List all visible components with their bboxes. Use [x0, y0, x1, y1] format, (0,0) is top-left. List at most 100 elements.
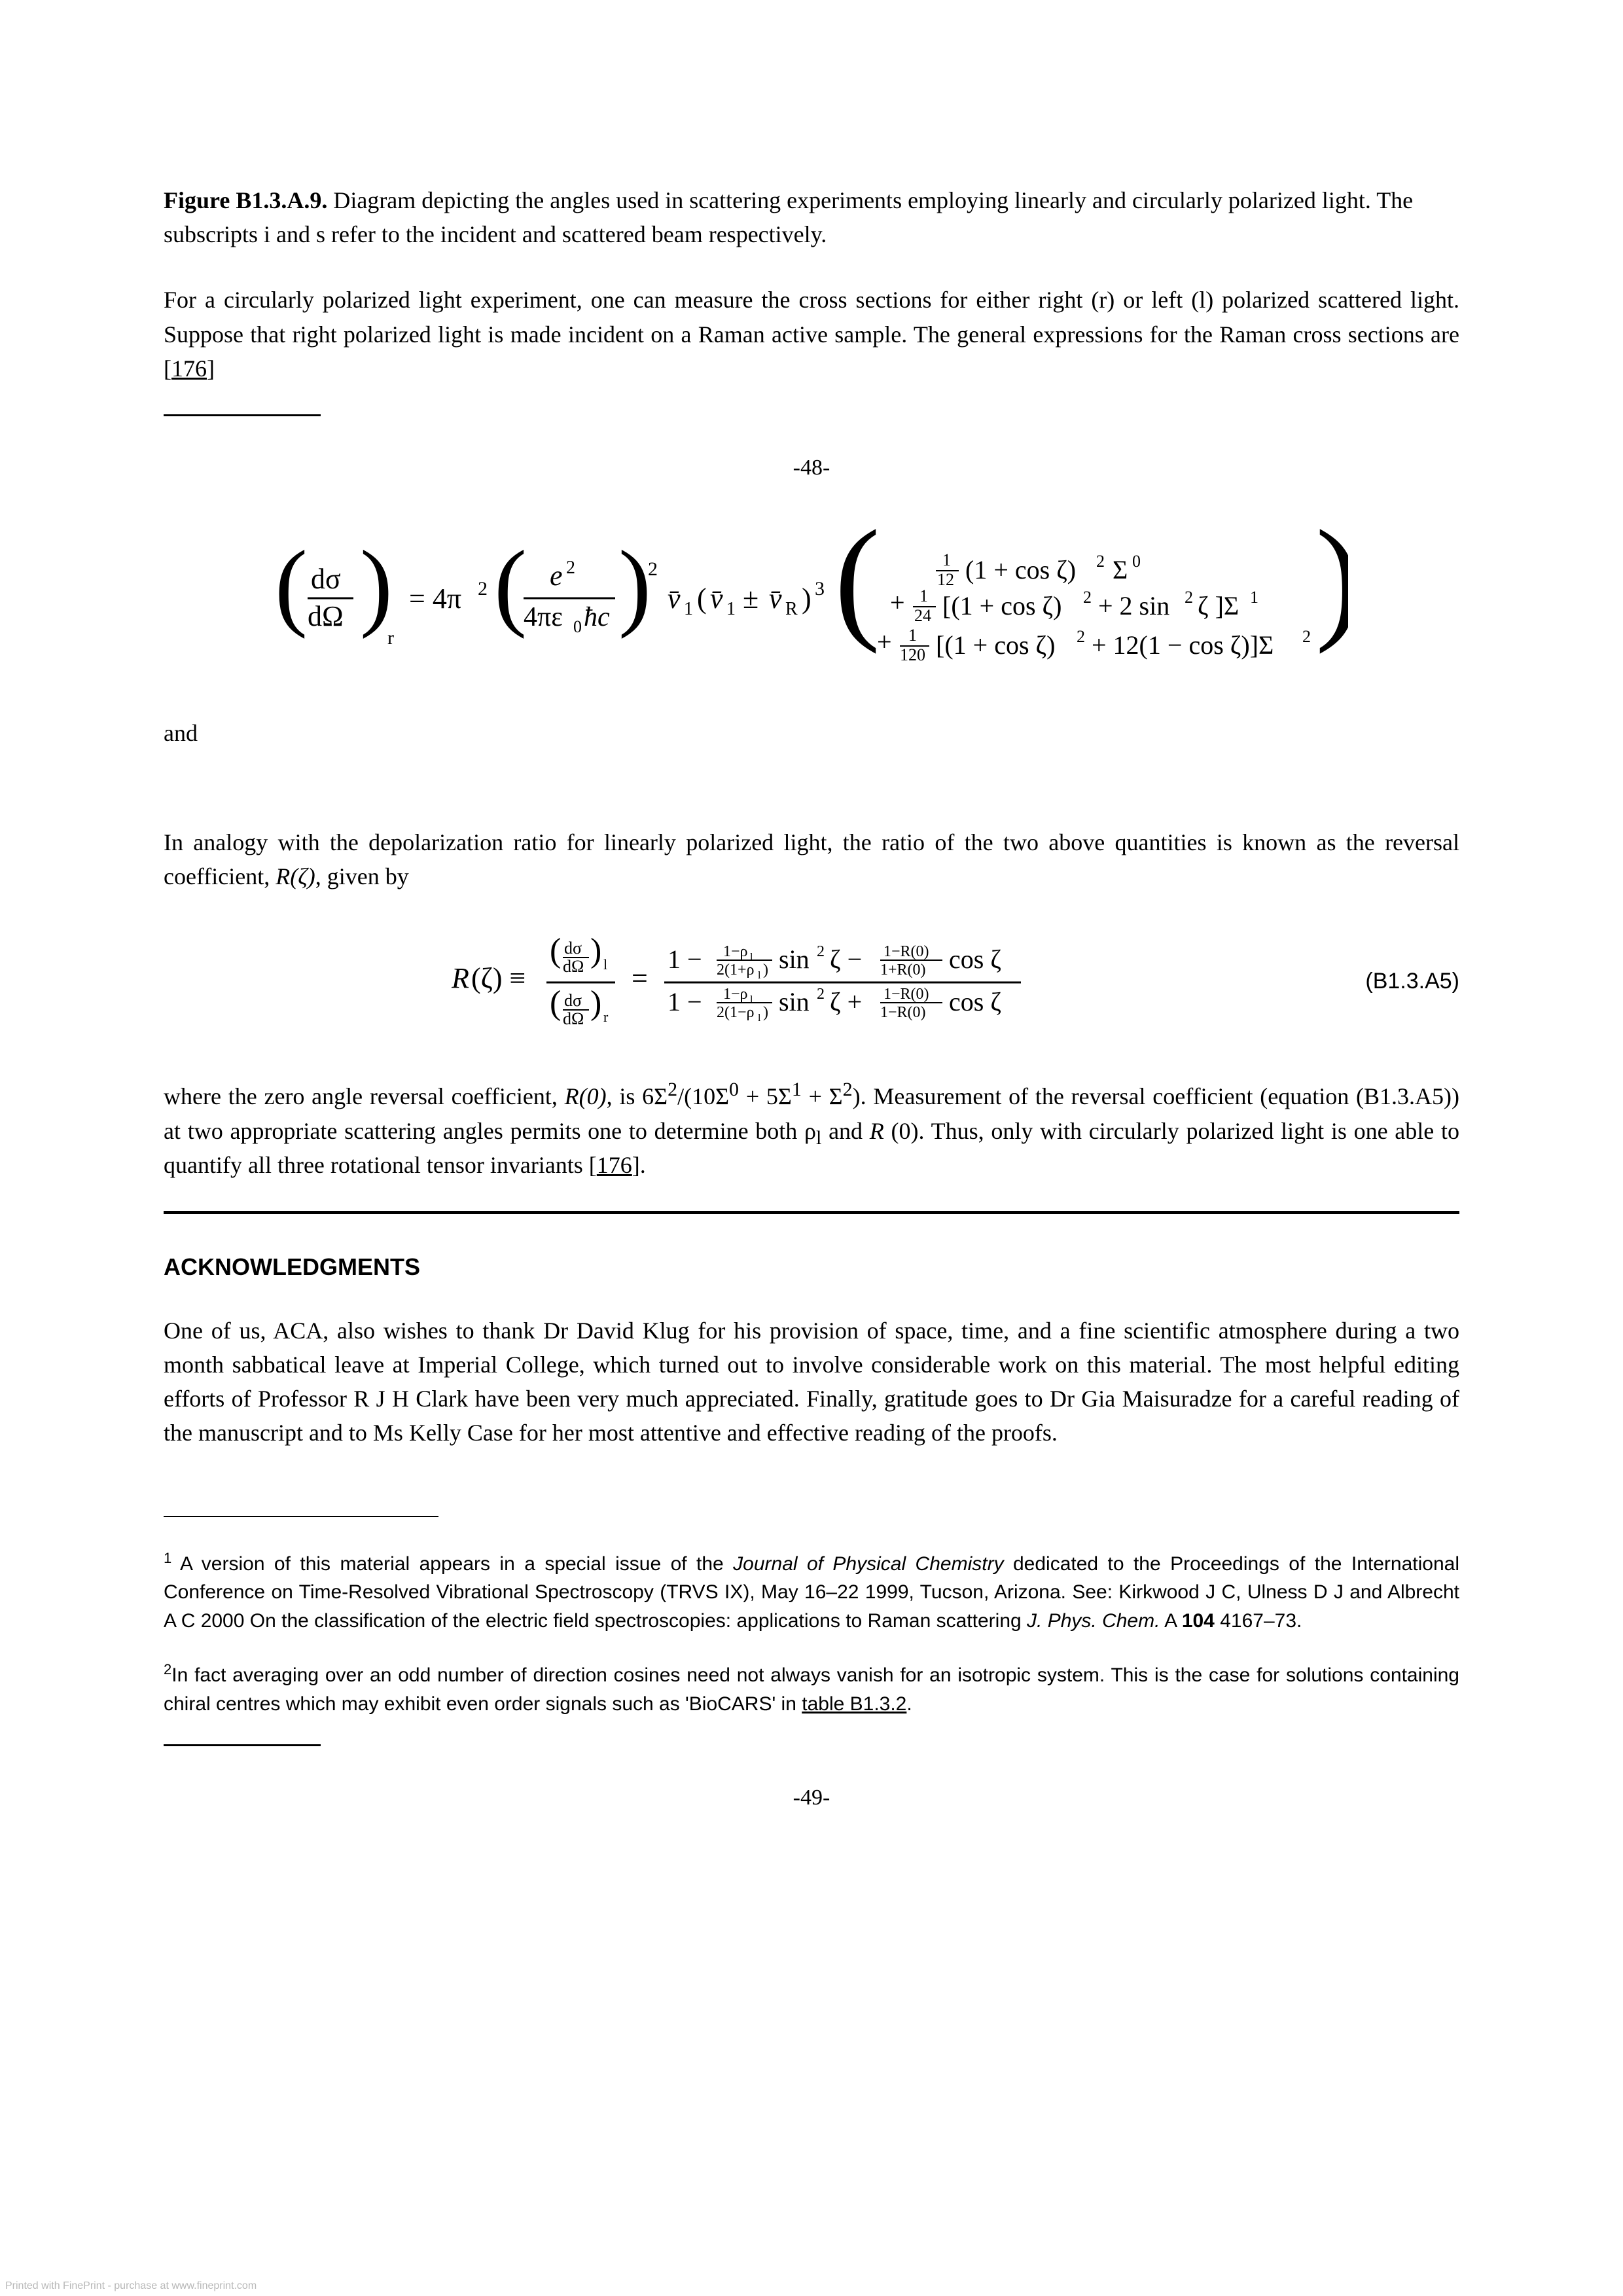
svg-text:cos ζ: cos ζ: [949, 987, 1001, 1016]
svg-text:r: r: [603, 1009, 609, 1025]
svg-text:): ): [590, 932, 601, 969]
svg-text:R: R: [452, 962, 469, 994]
svg-text:[(1 + cos ζ): [(1 + cos ζ): [942, 591, 1061, 620]
figure-caption-lead: Figure B1.3.A.9.: [164, 187, 327, 213]
divider-short-1: [164, 414, 321, 416]
svg-text:1: 1: [942, 550, 951, 569]
svg-text:+: +: [890, 588, 905, 617]
svg-text:sin: sin: [779, 944, 810, 974]
svg-text:(: (: [275, 531, 308, 639]
figure-caption: Figure B1.3.A.9. Diagram depicting the a…: [164, 183, 1459, 251]
print-footer: Printed with FinePrint - purchase at www…: [5, 2280, 257, 2292]
svg-text:ζ ]Σ: ζ ]Σ: [1198, 591, 1239, 620]
svg-text:1−ρ: 1−ρ: [723, 986, 748, 1003]
svg-text:l: l: [603, 956, 607, 973]
svg-text:1+R(0): 1+R(0): [880, 961, 926, 978]
svg-text:(: (: [550, 932, 561, 969]
svg-text:v̄: v̄: [769, 583, 782, 615]
svg-text:): ): [802, 583, 812, 615]
svg-text:1−R(0): 1−R(0): [883, 986, 929, 1003]
svg-text:1 −: 1 −: [668, 987, 702, 1016]
equation-1-svg: ( dσ dΩ ) r = 4π 2 ( e 2 4πε 0 ħc ) 2: [275, 520, 1348, 677]
svg-text:v̄: v̄: [668, 583, 681, 615]
ref-176a[interactable]: 176: [171, 355, 207, 382]
svg-text:2: 2: [1077, 627, 1085, 646]
svg-text:(1 + cos ζ): (1 + cos ζ): [965, 555, 1076, 584]
svg-text:2(1+ρ: 2(1+ρ: [717, 961, 755, 978]
equation-2-svg: R (ζ) ≡ ( dσ dΩ ) l ( dσ dΩ ) r = 1 − 1−…: [452, 922, 1171, 1040]
figure-caption-text: Diagram depicting the angles used in sca…: [164, 187, 1413, 247]
section-divider: [164, 1211, 1459, 1214]
svg-text:ζ +: ζ +: [830, 987, 862, 1016]
svg-text:1: 1: [726, 599, 736, 619]
svg-text:1 −: 1 −: [668, 944, 702, 974]
analogy-paragraph: In analogy with the depolarization ratio…: [164, 825, 1459, 893]
svg-text:sin: sin: [779, 987, 810, 1016]
svg-text:): ): [763, 961, 768, 978]
r-zeta: R(ζ): [276, 863, 315, 889]
acknowledgments-heading: ACKNOWLEDGMENTS: [164, 1253, 1459, 1281]
table-link[interactable]: table B1.3.2: [802, 1693, 906, 1715]
svg-text:2: 2: [817, 943, 825, 960]
svg-text:(: (: [494, 531, 527, 639]
closing-paragraph: where the zero angle reversal coefficien…: [164, 1079, 1459, 1182]
svg-text:e: e: [550, 560, 563, 592]
svg-text:): ): [360, 531, 393, 639]
equation-2-row: R (ζ) ≡ ( dσ dΩ ) l ( dσ dΩ ) r = 1 − 1−…: [164, 922, 1459, 1040]
svg-text:= 4π: = 4π: [409, 583, 461, 615]
svg-text:v̄: v̄: [710, 583, 723, 615]
footnote-divider: [164, 1516, 438, 1517]
divider-short-2: [164, 1744, 321, 1746]
svg-text:0: 0: [573, 617, 582, 636]
svg-text:3: 3: [815, 578, 825, 600]
svg-text:12: 12: [937, 570, 954, 589]
svg-text:dσ: dσ: [564, 939, 582, 958]
svg-text:dσ: dσ: [311, 563, 341, 595]
svg-text:±: ±: [743, 583, 758, 615]
svg-text:1: 1: [1250, 588, 1258, 607]
page-number-49: -49-: [164, 1785, 1459, 1810]
svg-text:dΩ: dΩ: [563, 1009, 584, 1028]
svg-text:(: (: [697, 583, 707, 615]
svg-text:1: 1: [684, 599, 693, 619]
and-connector: and: [164, 719, 1459, 747]
svg-text:dΩ: dΩ: [563, 957, 584, 976]
svg-text:1: 1: [919, 586, 928, 605]
svg-text:l: l: [758, 970, 761, 981]
svg-text:(ζ) ≡: (ζ) ≡: [471, 962, 526, 994]
svg-text:2: 2: [1083, 588, 1092, 607]
svg-text:dΩ: dΩ: [308, 600, 344, 632]
svg-text:2: 2: [478, 578, 488, 600]
svg-text:2: 2: [648, 558, 658, 580]
ref-176b[interactable]: 176: [597, 1152, 632, 1178]
svg-text:+ 2 sin: + 2 sin: [1098, 591, 1169, 620]
svg-text:24: 24: [914, 606, 931, 625]
svg-text:Σ: Σ: [1113, 555, 1128, 584]
svg-text:): ): [1315, 520, 1348, 655]
svg-text:r: r: [387, 627, 394, 649]
svg-text:(: (: [834, 520, 880, 655]
svg-text:cos ζ: cos ζ: [949, 944, 1001, 974]
acknowledgments-paragraph: One of us, ACA, also wishes to thank Dr …: [164, 1314, 1459, 1450]
svg-text:+: +: [877, 627, 892, 656]
svg-text:ħc: ħc: [584, 602, 610, 632]
svg-text:1: 1: [908, 626, 917, 645]
svg-text:4πε: 4πε: [524, 602, 563, 632]
page-number-48: -48-: [164, 456, 1459, 480]
svg-text:2: 2: [1096, 552, 1105, 571]
svg-text:dσ: dσ: [564, 991, 582, 1010]
equation-1: ( dσ dΩ ) r = 4π 2 ( e 2 4πε 0 ħc ) 2: [164, 520, 1459, 680]
svg-text:l: l: [758, 1013, 761, 1024]
svg-text:R: R: [785, 599, 798, 619]
svg-text:): ): [618, 531, 651, 639]
svg-text:=: =: [632, 962, 648, 994]
footnote-1: 1 A version of this material appears in …: [164, 1550, 1459, 1636]
svg-text:2: 2: [566, 558, 575, 578]
svg-text:): ): [763, 1004, 768, 1021]
intro-paragraph: For a circularly polarized light experim…: [164, 283, 1459, 386]
svg-text:1−ρ: 1−ρ: [723, 943, 748, 960]
svg-text:ζ −: ζ −: [830, 944, 862, 974]
svg-text:2: 2: [1185, 588, 1193, 607]
svg-text:2(1−ρ: 2(1−ρ: [717, 1004, 755, 1021]
svg-text:): ): [590, 984, 601, 1022]
